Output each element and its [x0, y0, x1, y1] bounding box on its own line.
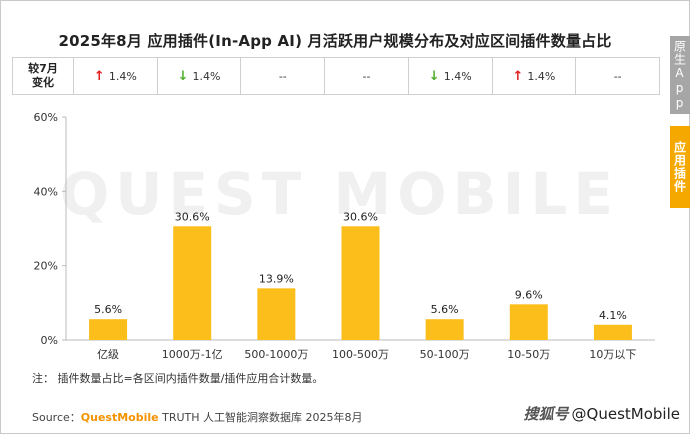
tab-native-app[interactable]: 原生App: [670, 36, 690, 114]
change-cell: --: [325, 58, 409, 94]
watermark: QUEST MOBILE: [60, 160, 619, 228]
credit-handle: @QuestMobile: [571, 405, 680, 423]
tab-app-plugin[interactable]: 应用插件: [670, 126, 690, 208]
x-tick-label: 100-500万: [332, 348, 389, 361]
source-line: Source：QuestMobile TRUTH 人工智能洞察数据库 2025年…: [32, 409, 363, 425]
bar-value-label: 30.6%: [175, 210, 210, 223]
bar: [257, 288, 296, 340]
x-tick-label: 1000万-1亿: [162, 348, 223, 361]
change-arrow-icon: ↓: [177, 68, 189, 84]
change-cell: ↓ 1.4%: [158, 58, 242, 94]
change-label-line2: 变化: [32, 76, 54, 89]
change-value: 1.4%: [527, 69, 556, 83]
change-value: 1.4%: [443, 69, 472, 83]
change-cell: ↑ 1.4%: [493, 58, 577, 94]
y-tick-label: 0%: [41, 334, 58, 347]
bar-value-label: 9.6%: [515, 288, 543, 301]
change-arrow-icon: ↑: [512, 68, 524, 84]
change-arrow-icon: ↑: [93, 68, 105, 84]
y-tick-label: 40%: [34, 185, 58, 198]
bar: [509, 304, 548, 340]
change-cell: --: [241, 58, 326, 94]
x-tick-label: 50-100万: [420, 348, 470, 361]
x-tick-label: 亿级: [97, 348, 119, 361]
change-cell: --: [576, 58, 659, 94]
x-tick-label: 500-1000万: [244, 348, 308, 361]
source-prefix: Source：: [32, 411, 81, 424]
change-arrow-icon: ↓: [428, 68, 440, 84]
bar-value-label: 5.6%: [431, 303, 459, 316]
change-label: 较7月 变化: [13, 58, 74, 94]
bar: [593, 324, 632, 340]
change-label-line1: 较7月: [28, 62, 58, 75]
source-brand: QuestMobile: [80, 411, 159, 424]
change-value: --: [613, 69, 622, 83]
bar-value-label: 30.6%: [343, 210, 378, 223]
footnote: 注： 插件数量占比=各区间内插件数量/插件应用合计数量。: [32, 372, 324, 385]
chart-title: 2025年8月 应用插件(In-App AI) 月活跃用户规模分布及对应区间插件…: [58, 32, 612, 50]
change-cell: ↓ 1.4%: [409, 58, 493, 94]
credit: 搜狐号 @QuestMobile: [524, 403, 680, 424]
bar-value-label: 13.9%: [259, 272, 294, 285]
change-cell: ↑ 1.4%: [74, 58, 158, 94]
x-tick-label: 10万以下: [589, 348, 636, 361]
change-value: 1.4%: [108, 69, 137, 83]
bar: [341, 226, 380, 340]
bar: [425, 319, 464, 340]
change-value: 1.4%: [192, 69, 221, 83]
bar-value-label: 5.6%: [94, 303, 122, 316]
y-tick-label: 20%: [34, 260, 58, 273]
y-tick-label: 60%: [34, 111, 58, 124]
bar-value-label: 4.1%: [599, 309, 627, 322]
change-table: 较7月 变化 ↑ 1.4% ↓ 1.4% -- -- ↓ 1.4% ↑ 1.4% --: [12, 57, 660, 95]
bar: [173, 226, 212, 340]
change-value: --: [362, 69, 371, 83]
source-rest: TRUTH 人工智能洞察数据库 2025年8月: [158, 411, 363, 424]
change-value: --: [278, 69, 287, 83]
sohu-logo: 搜狐号: [523, 405, 569, 423]
x-tick-label: 10-50万: [507, 348, 550, 361]
bar: [89, 319, 128, 340]
